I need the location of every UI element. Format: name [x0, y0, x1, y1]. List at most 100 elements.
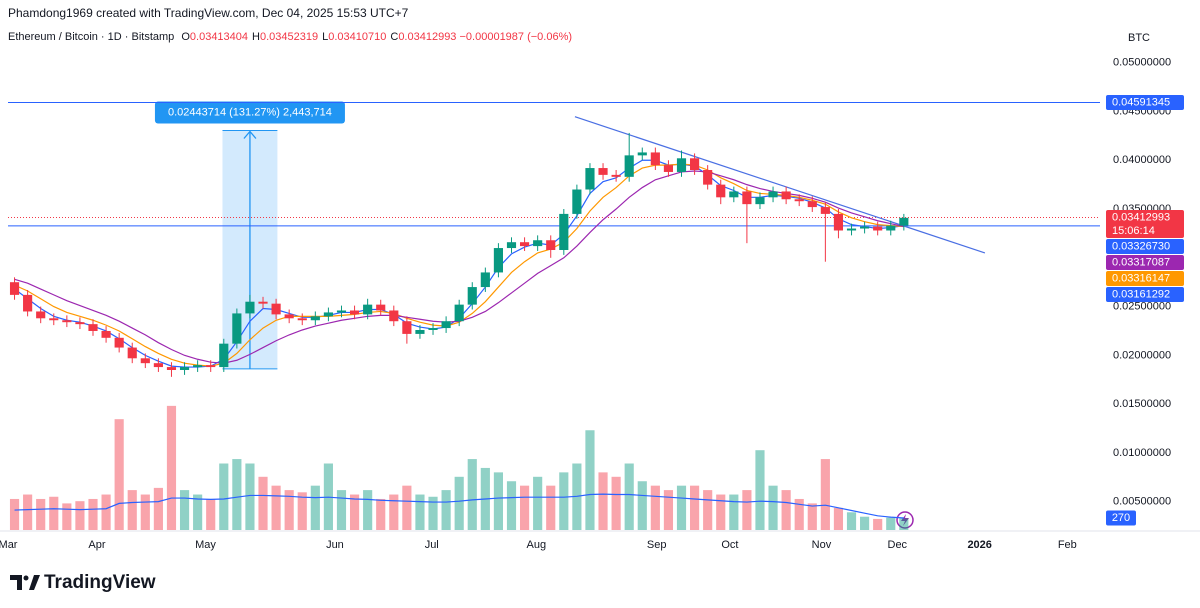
candle-body: [140, 358, 150, 364]
candle-body: [349, 310, 360, 315]
volume-bar: [389, 494, 399, 530]
moving-average: [14, 170, 904, 364]
trendline: [574, 116, 986, 254]
candle-body: [101, 330, 111, 338]
candle-body: [899, 217, 909, 226]
volume-bar: [676, 485, 687, 530]
ohlc-label: L: [322, 31, 329, 43]
volume-bar: [206, 498, 216, 530]
candle-body: [729, 191, 739, 198]
candle-body: [690, 158, 700, 170]
currency: BTC: [1128, 32, 1150, 44]
volume-bar: [846, 512, 857, 530]
candle-body: [467, 287, 477, 305]
volume-bar: [36, 498, 46, 530]
x-tick-label: Dec: [888, 539, 908, 551]
candle-body: [9, 282, 20, 295]
candle-body: [219, 343, 229, 368]
volume-bar: [650, 485, 660, 530]
volume-bar: [637, 481, 647, 530]
volume-bar: [363, 490, 373, 530]
candle-body: [232, 313, 242, 344]
volume-bar: [467, 459, 477, 530]
candle-body: [193, 365, 203, 368]
volume-bar: [9, 498, 20, 530]
candle-body: [389, 310, 399, 322]
x-tick-label: Sep: [647, 539, 667, 551]
candle-body: [402, 321, 412, 334]
candle-body: [663, 165, 674, 172]
x-tick-label: Aug: [527, 539, 547, 551]
candle-body: [519, 242, 530, 247]
candle-body: [833, 213, 844, 231]
volume-bar: [284, 490, 294, 530]
volume-bar: [833, 507, 844, 530]
volume-bar: [179, 490, 190, 530]
price-label: 0.03161292: [1112, 288, 1170, 300]
candle-body: [258, 301, 268, 304]
volume-bar: [899, 518, 909, 530]
candle-body: [676, 158, 687, 172]
candle-body: [441, 321, 451, 329]
x-tick-label: Apr: [88, 539, 105, 551]
symbol-line: Ethereum / Bitcoin · 1D · Bitstamp O0.03…: [8, 31, 572, 43]
candle-body: [179, 367, 190, 370]
candle-body: [807, 201, 817, 208]
candle-body: [611, 174, 621, 177]
candle-body: [846, 228, 857, 231]
candle-body: [703, 170, 713, 185]
volume-bar: [807, 503, 817, 530]
volume-ma-line: [14, 493, 904, 519]
volume-bar: [559, 472, 569, 530]
volume-bar: [598, 472, 608, 530]
volume-bar: [297, 492, 307, 530]
volume-bar: [873, 518, 883, 530]
candle-body: [716, 184, 726, 198]
x-tick-label: Jun: [326, 539, 344, 551]
volume-bar: [415, 494, 425, 530]
x-tick-label: Oct: [721, 539, 738, 551]
ohlc-label: H: [252, 31, 260, 43]
candle-body: [271, 303, 281, 315]
candle-body: [336, 310, 347, 313]
volume-bar: [376, 498, 386, 530]
price-label: 0.04591345: [1112, 96, 1170, 108]
volume-bar: [546, 485, 556, 530]
candle-body: [650, 152, 660, 166]
candle-body: [284, 314, 294, 319]
candle-body: [742, 191, 752, 205]
y-tick-label: 0.02000000: [1113, 349, 1171, 361]
y-tick-label: 0.05000000: [1113, 57, 1171, 69]
candle-body: [493, 248, 503, 273]
price-label-box: [1106, 271, 1184, 287]
volume-bar: [624, 463, 634, 530]
volume-bar: [101, 494, 111, 530]
ohlc-value: 0.03412993: [398, 31, 457, 43]
candle-body: [546, 240, 556, 250]
countdown: 15:06:14: [1112, 225, 1155, 237]
candle-body: [428, 328, 438, 330]
candle-body: [585, 168, 595, 190]
y-tick-label: 0.01000000: [1113, 447, 1171, 459]
volume-bar: [23, 494, 33, 530]
measure-label-box: [154, 101, 345, 124]
candle-body: [860, 226, 870, 229]
candle-body: [572, 189, 582, 214]
price-label: 0.03412993: [1112, 211, 1170, 223]
volume-label-box: [1106, 510, 1136, 526]
volume-bar: [245, 463, 255, 530]
volume-bar: [820, 459, 830, 530]
ohlc: O0.03413404 H0.03452319 L0.03410710 C0.0341…: [177, 31, 456, 43]
volume-bar: [193, 494, 203, 530]
candle-body: [794, 199, 804, 202]
volume-bar: [402, 485, 412, 530]
price-label-box: [1106, 239, 1184, 255]
x-tick-label: Nov: [812, 539, 832, 551]
volume-bar: [742, 490, 752, 530]
candle-body: [206, 365, 216, 368]
price-label-box: [1106, 287, 1184, 303]
volume-bar: [271, 485, 281, 530]
candle-body: [820, 207, 830, 214]
